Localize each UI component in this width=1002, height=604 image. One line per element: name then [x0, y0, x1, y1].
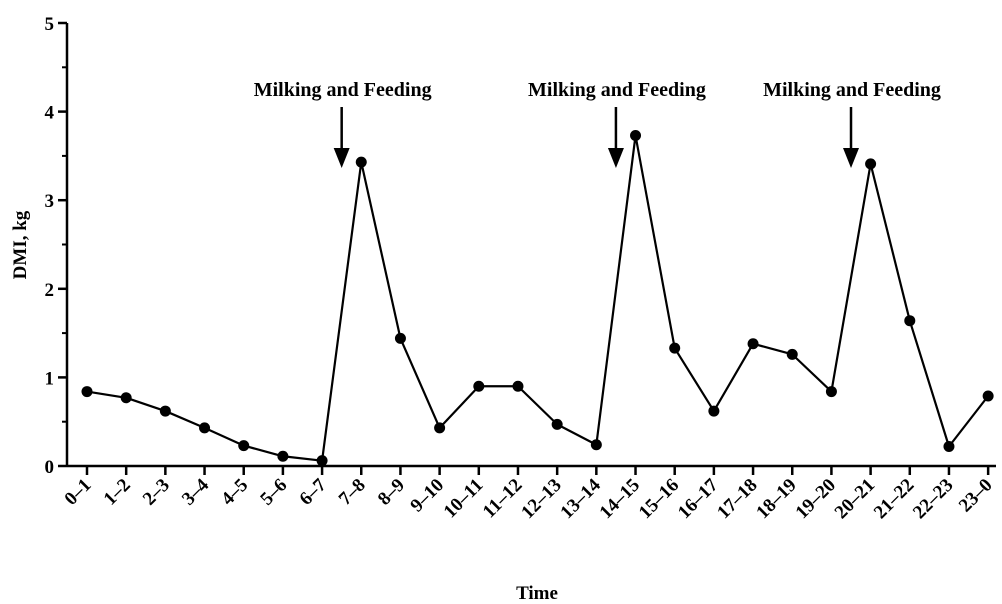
- x-tick-label: 21–22: [870, 475, 918, 523]
- data-point: [590, 439, 602, 451]
- x-tick-label: 18–19: [752, 475, 800, 523]
- annotation-label: Milking and Feeding: [528, 79, 706, 101]
- y-tick-label: 0: [45, 457, 55, 478]
- x-tick-label: 14–15: [596, 475, 644, 523]
- data-point: [669, 342, 681, 354]
- x-tick-label: 3–4: [178, 474, 213, 509]
- x-tick-label: 11–12: [479, 475, 527, 523]
- x-tick-label: 0–1: [61, 475, 96, 510]
- annotation-label: Milking and Feeding: [763, 79, 941, 101]
- data-point: [120, 392, 132, 404]
- x-axis: 0–1 1–2 2–3 3–4 4–5 5–6 6–7 7–8 8–99–1010–1111–1…: [61, 464, 997, 523]
- x-tick-label: 1–2: [100, 475, 135, 510]
- x-tick-label: 6–7: [296, 474, 331, 509]
- data-point: [277, 450, 289, 462]
- data-point: [394, 332, 406, 344]
- series-group: [81, 130, 994, 467]
- x-tick-label: 12–13: [517, 475, 565, 523]
- data-point: [316, 455, 328, 467]
- data-point: [355, 156, 367, 168]
- annotation-arrow-head: [843, 148, 860, 168]
- x-tick-label: 7–8: [335, 475, 370, 510]
- x-tick-label: 5–6: [256, 475, 291, 510]
- y-tick-label: 3: [45, 191, 55, 212]
- x-tick-label: 20–21: [831, 475, 879, 523]
- annotation-label: Milking and Feeding: [254, 79, 432, 101]
- data-point: [199, 422, 211, 434]
- data-point: [512, 380, 524, 392]
- annotations: Milking and Feeding Milking and Feeding Mi…: [254, 79, 941, 168]
- x-axis-title: Time: [516, 583, 558, 604]
- y-tick-label: 2: [45, 280, 55, 301]
- series-line: [86, 134, 990, 462]
- x-tick-label: 2–3: [139, 475, 174, 510]
- x-tick-label: 8–9: [374, 475, 409, 510]
- data-point: [708, 405, 720, 417]
- x-tick-label: 4–5: [217, 475, 252, 510]
- x-tick-label: 13–14: [556, 474, 605, 523]
- data-point: [943, 441, 955, 453]
- data-point: [473, 380, 485, 392]
- data-point: [81, 386, 93, 398]
- annotation-arrow-head: [333, 148, 350, 168]
- data-point: [982, 390, 994, 402]
- annotation-arrow-head: [607, 148, 624, 168]
- x-tick-label: 23–0: [955, 475, 997, 517]
- x-tick-label: 10–11: [440, 475, 488, 523]
- data-point: [238, 440, 250, 452]
- data-point: [551, 418, 563, 430]
- data-point: [630, 130, 642, 142]
- x-tick-label: 16–17: [674, 474, 723, 523]
- data-point: [159, 405, 171, 417]
- y-tick-label: 5: [45, 14, 55, 35]
- y-tick-label: 4: [45, 103, 55, 124]
- data-point: [747, 338, 759, 350]
- x-tick-label: 17–18: [713, 475, 761, 523]
- data-point: [434, 422, 446, 434]
- y-tick-label: 1: [45, 368, 55, 389]
- y-axis: 0 1 2 3 4 5: [45, 14, 69, 478]
- data-point: [904, 315, 916, 327]
- x-tick-label: 22–23: [909, 475, 957, 523]
- x-tick-label: 15–16: [635, 475, 683, 523]
- data-point: [825, 386, 837, 398]
- data-point: [865, 158, 877, 170]
- y-axis-title: DMI, kg: [10, 210, 31, 279]
- x-tick-label: 19–20: [792, 475, 840, 523]
- data-point: [786, 348, 798, 360]
